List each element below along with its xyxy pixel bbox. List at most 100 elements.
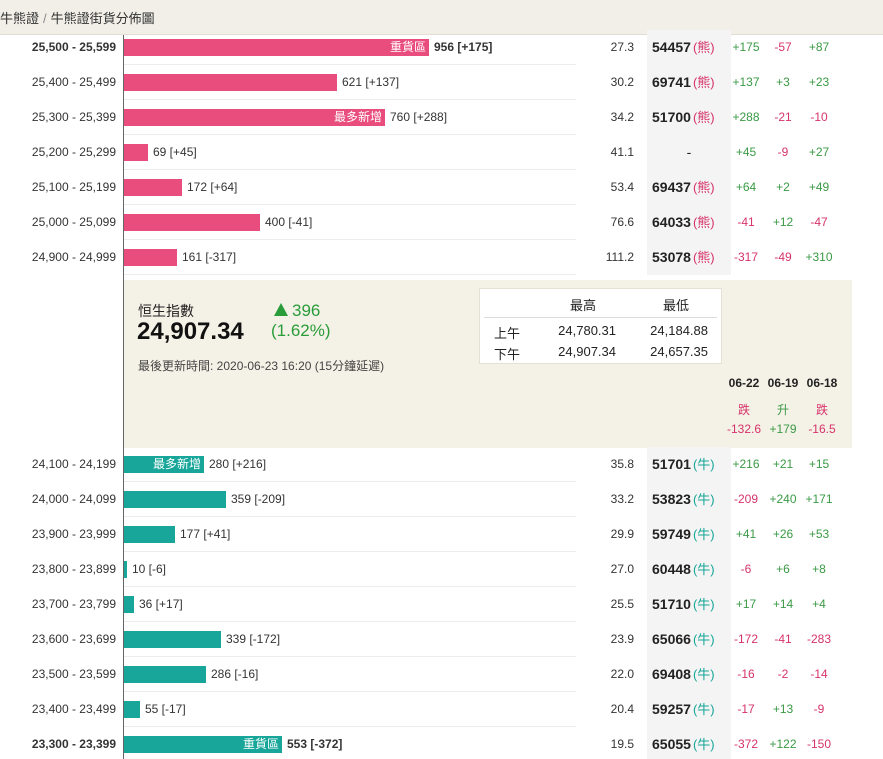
daily-change: +137 [732, 75, 760, 89]
bear-volume-bar[interactable] [124, 179, 182, 196]
bear-row: 25,100 - 25,199 172 [+64] 53.4 69437 (熊) +64 +… [0, 170, 883, 205]
history-points: -16.5 [808, 422, 836, 436]
index-name: 恒生指數 [138, 303, 194, 319]
stock-code-link[interactable]: 54457 [652, 39, 691, 55]
daily-change: +13 [772, 702, 794, 716]
bear-row: 24,900 - 24,999 161 [-317] 111.2 53078 (熊) -3… [0, 240, 883, 275]
daily-change: +171 [805, 492, 833, 506]
bear-volume-bar[interactable] [124, 144, 148, 161]
bear-volume-bar[interactable] [124, 74, 337, 91]
conversion-ratio: 20.4 [610, 702, 634, 716]
index-change: 396 [274, 301, 320, 321]
daily-change: +6 [776, 562, 790, 576]
daily-change: +87 [808, 40, 830, 54]
outstanding-quantity: 10 [-6] [132, 562, 167, 576]
stock-code-cell: 51701 (牛) [647, 447, 731, 482]
stock-code-link[interactable]: 51701 [652, 456, 691, 472]
strike-range: 25,300 - 25,399 [31, 110, 116, 124]
conversion-ratio: 34.2 [610, 110, 634, 124]
stock-code-link[interactable]: 59257 [652, 701, 691, 717]
bull-volume-bar[interactable]: 最多新增 [124, 456, 204, 473]
bull-volume-bar[interactable] [124, 561, 127, 578]
stock-code: 64033 (熊) [652, 205, 715, 240]
stock-code: 59749 (牛) [652, 517, 715, 552]
bull-volume-bar[interactable] [124, 526, 175, 543]
stock-code-link[interactable]: 65066 [652, 631, 691, 647]
bull-volume-bar[interactable] [124, 596, 134, 613]
conversion-ratio: 19.5 [610, 737, 634, 751]
stock-code-link[interactable]: 51710 [652, 596, 691, 612]
bull-row: 23,900 - 23,999 177 [+41] 29.9 59749 (牛) +41 +… [0, 517, 883, 552]
conversion-ratio: 23.9 [610, 632, 634, 646]
stock-code-cell: 69741 (熊) [647, 65, 731, 100]
pm-low: 24,657.35 [650, 344, 708, 359]
stock-code-link[interactable]: 64033 [652, 214, 691, 230]
warrant-type: (牛) [692, 527, 715, 542]
bear-volume-bar[interactable] [124, 214, 260, 231]
outstanding-quantity: 177 [+41] [180, 527, 231, 541]
bear-row: 25,400 - 25,499 621 [+137] 30.2 69741 (熊) +13… [0, 65, 883, 100]
daily-change: +175 [732, 40, 760, 54]
stock-code-cell: 53078 (熊) [647, 240, 731, 275]
breadcrumb-parent[interactable]: 牛熊證 [0, 11, 40, 26]
bar-tag: 重貨區 [389, 40, 426, 54]
row-divider [124, 99, 576, 100]
bull-volume-bar[interactable]: 重貨區 [124, 736, 282, 753]
stock-code-cell: 65066 (牛) [647, 622, 731, 657]
bear-row: 25,200 - 25,299 69 [+45] 41.1 - +45 -9 +27 [0, 135, 883, 170]
daily-change: +3 [776, 75, 790, 89]
daily-change: +49 [808, 180, 830, 194]
stock-code-link[interactable]: 53078 [652, 249, 691, 265]
row-divider [124, 726, 576, 727]
stock-code-link[interactable]: 69741 [652, 74, 691, 90]
warrant-type: (牛) [692, 597, 715, 612]
conversion-ratio: 22.0 [610, 667, 634, 681]
chart-axis-line [123, 35, 124, 759]
daily-change: -2 [777, 667, 789, 681]
stock-code-link[interactable]: 59749 [652, 526, 691, 542]
stock-code-cell: 69437 (熊) [647, 170, 731, 205]
high-low-divider [484, 317, 717, 318]
outstanding-quantity: 956 [+175] [434, 40, 493, 54]
row-divider [124, 586, 576, 587]
stock-code-link[interactable]: 69437 [652, 179, 691, 195]
warrant-type: (牛) [692, 492, 715, 507]
stock-code: 60448 (牛) [652, 552, 715, 587]
daily-change: -17 [737, 702, 755, 716]
stock-code-link[interactable]: 51700 [652, 109, 691, 125]
conversion-ratio: 33.2 [610, 492, 634, 506]
warrant-type: (熊) [692, 215, 715, 230]
stock-code: 51701 (牛) [652, 447, 715, 482]
row-divider [124, 621, 576, 622]
index-change-points: 396 [292, 301, 321, 320]
stock-code: 69408 (牛) [652, 657, 715, 692]
bull-volume-bar[interactable] [124, 631, 221, 648]
am-low: 24,184.88 [650, 323, 708, 338]
daily-change: -16 [737, 667, 755, 681]
bull-volume-bar[interactable] [124, 701, 140, 718]
strike-range: 23,300 - 23,399 [31, 737, 116, 751]
stock-code-link[interactable]: 60448 [652, 561, 691, 577]
strike-range: 23,600 - 23,699 [31, 632, 116, 646]
strike-range: 25,500 - 25,599 [31, 40, 116, 54]
warrant-type: (牛) [692, 457, 715, 472]
daily-change: +240 [769, 492, 797, 506]
bar-tag: 最多新增 [152, 457, 201, 471]
daily-change: +12 [772, 215, 794, 229]
bear-volume-bar[interactable] [124, 249, 177, 266]
bull-volume-bar[interactable] [124, 666, 206, 683]
bull-row: 23,500 - 23,599 286 [-16] 22.0 69408 (牛) -16 -… [0, 657, 883, 692]
bear-volume-bar[interactable]: 重貨區 [124, 39, 429, 56]
strike-range: 23,800 - 23,899 [31, 562, 116, 576]
bear-volume-bar[interactable]: 最多新增 [124, 109, 385, 126]
bull-volume-bar[interactable] [124, 491, 226, 508]
stock-code-link[interactable]: 69408 [652, 666, 691, 682]
stock-code-link[interactable]: 65055 [652, 736, 691, 752]
strike-range: 23,400 - 23,499 [31, 702, 116, 716]
history-date: 06-18 [806, 376, 838, 390]
stock-code-link[interactable]: 53823 [652, 491, 691, 507]
daily-change: +288 [732, 110, 760, 124]
conversion-ratio: 30.2 [610, 75, 634, 89]
daily-change: -41 [737, 215, 755, 229]
outstanding-quantity: 400 [-41] [265, 215, 313, 229]
